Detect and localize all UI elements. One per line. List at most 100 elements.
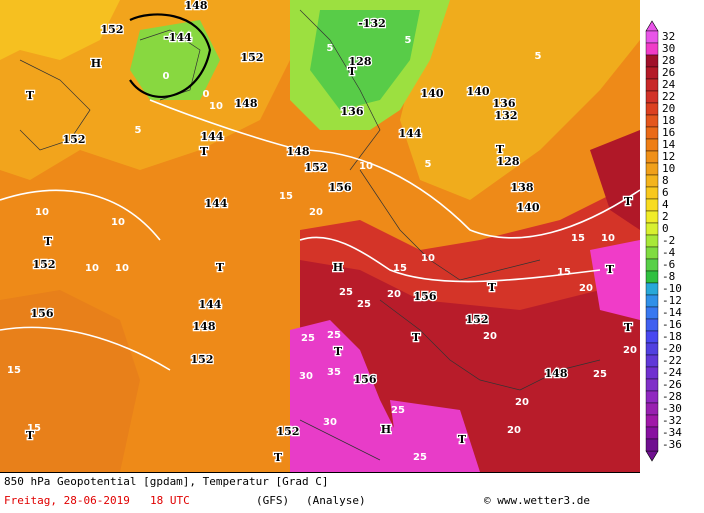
coastline [19,9,601,461]
legend-label: -6 [662,258,675,271]
legend-swatch [645,102,659,116]
geopotential-label: T [26,89,35,102]
legend-label: 26 [662,66,675,79]
legend-swatch [645,198,659,212]
legend-arrow [645,20,659,32]
geopotential-label: T [44,235,53,248]
legend-label: 4 [662,198,669,211]
legend-swatch [645,330,659,344]
temperature-label: 10 [85,263,99,274]
legend-swatch [645,186,659,200]
temperature-label: 20 [623,345,637,356]
temperature-label: 25 [327,330,341,341]
geopotential-label: 148 [235,97,258,110]
geopotential-label: 148 [545,367,568,380]
geopotential-label: 152 [33,258,56,271]
legend-swatch [645,78,659,92]
legend-label: 6 [662,186,669,199]
footer-run: (Analyse) [306,494,366,507]
temperature-label: 30 [323,417,337,428]
legend-label: 10 [662,162,675,175]
temperature-label: 20 [515,397,529,408]
legend-arrow [645,450,659,462]
temperature-label: 10 [35,207,49,218]
legend-label: 12 [662,150,675,163]
geopotential-label: T [488,281,497,294]
legend-swatch [645,426,659,440]
temperature-label: 5 [425,159,432,170]
legend-swatch [645,366,659,380]
temperature-label: 0 [203,89,210,100]
temperature-label: 25 [339,287,353,298]
legend-swatch [645,114,659,128]
temperature-label: 15 [279,191,293,202]
geopotential-label: -132 [358,17,386,30]
temperature-label: 15 [393,263,407,274]
geopotential-label: 152 [63,133,86,146]
temperature-label: 25 [593,369,607,380]
legend-label: -22 [662,354,682,367]
legend-label: 8 [662,174,669,187]
legend-label: -14 [662,306,682,319]
geopotential-label: 140 [517,201,540,214]
legend-swatch [645,270,659,284]
geopotential-label: 136 [493,97,516,110]
geopotential-label: H [333,261,343,274]
legend-swatch [645,258,659,272]
map-labels: 148-144152152148144T144T144148152T152156… [7,0,637,465]
footer-credit: © www.wetter3.de [484,494,590,507]
geopotential-label: H [381,423,391,436]
temperature-label: 5 [327,43,334,54]
temperature-label: 15 [27,423,41,434]
legend-swatch [645,378,659,392]
geopotential-label: 140 [421,87,444,100]
temperature-label: 10 [359,161,373,172]
legend-label: 32 [662,30,675,43]
geopotential-label: 152 [241,51,264,64]
legend-swatch [645,246,659,260]
temperature-label: 10 [601,233,615,244]
geopotential-label: 138 [511,181,534,194]
geopotential-label: 156 [329,181,352,194]
temperature-label: 20 [507,425,521,436]
legend-label: -30 [662,402,682,415]
geopotential-label: T [412,331,421,344]
legend-label: -32 [662,414,682,427]
geopotential-label: 148 [193,320,216,333]
legend-label: 28 [662,54,675,67]
temperature-label: 0 [163,71,170,82]
legend-swatch [645,354,659,368]
geopotential-label: 128 [497,155,520,168]
geopotential-label: T [496,143,505,156]
temperature-label: 20 [579,283,593,294]
legend-label: -10 [662,282,682,295]
temperature-label: 5 [135,125,142,136]
geopotential-label: T [26,429,35,442]
geopotential-label: 144 [205,197,228,210]
temperature-label: 25 [357,299,371,310]
legend-label: -4 [662,246,676,259]
temperature-label: 20 [309,207,323,218]
legend-label: -16 [662,318,682,331]
temperature-label: 10 [115,263,129,274]
geopotential-label: T [458,433,467,446]
legend-swatch [645,30,659,44]
geopotential-label: 144 [199,298,222,311]
legend-label: 0 [662,222,669,235]
geopotential-label: 156 [414,290,437,303]
legend-swatch [645,414,659,428]
legend-swatch [645,162,659,176]
legend-swatch [645,342,659,356]
geopotential-label: 152 [101,23,124,36]
geopotential-label: 144 [201,130,224,143]
legend-label: 14 [662,138,676,151]
footer-time: 18 UTC [150,494,190,507]
legend-swatch [645,234,659,248]
geopotential-label: 136 [341,105,364,118]
geopotential-label: T [334,345,343,358]
geopotential-label: 148 [287,145,310,158]
legend-label: 18 [662,114,675,127]
very-hot-zone [590,240,640,320]
legend-swatch [645,42,659,56]
